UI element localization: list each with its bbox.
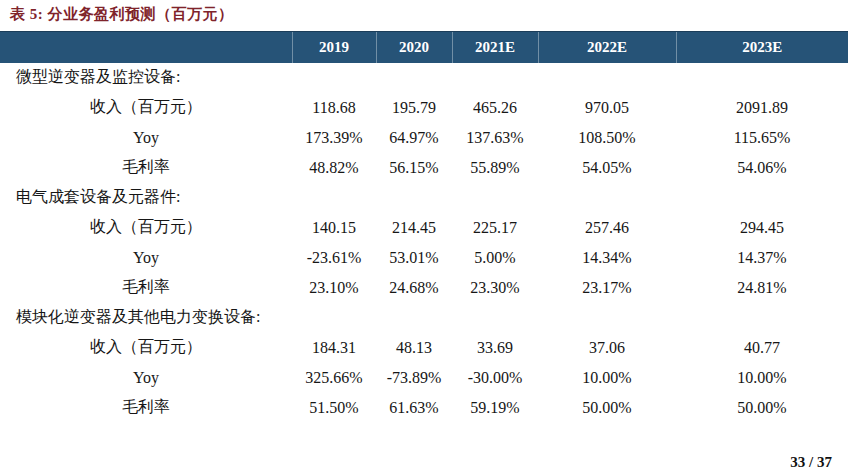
row-label: Yoy xyxy=(0,123,292,153)
section-name: 模块化逆变器及其他电力变换设备: xyxy=(0,303,848,333)
cell-value: 14.37% xyxy=(676,243,848,273)
table-row: Yoy325.66%-73.89%-30.00%10.00%10.00% xyxy=(0,363,848,393)
row-label: 收入（百万元） xyxy=(0,93,292,123)
cell-value: 10.00% xyxy=(676,363,848,393)
cell-value: 59.19% xyxy=(452,393,538,423)
cell-value: 51.50% xyxy=(292,393,376,423)
cell-value: 140.15 xyxy=(292,213,376,243)
cell-value: 48.82% xyxy=(292,153,376,183)
table-row: Yoy-23.61%53.01%5.00%14.34%14.37% xyxy=(0,243,848,273)
cell-value: 115.65% xyxy=(676,123,848,153)
cell-value: 64.97% xyxy=(376,123,452,153)
cell-value: 5.00% xyxy=(452,243,538,273)
row-label: 毛利率 xyxy=(0,393,292,423)
table-row: 收入（百万元）184.3148.1333.6937.0640.77 xyxy=(0,333,848,363)
cell-value: 24.68% xyxy=(376,273,452,303)
cell-value: 61.63% xyxy=(376,393,452,423)
row-label: 毛利率 xyxy=(0,273,292,303)
header-year-2022e: 2022E xyxy=(538,32,676,63)
cell-value: 50.00% xyxy=(676,393,848,423)
cell-value: 24.81% xyxy=(676,273,848,303)
table-row: 毛利率48.82%56.15%55.89%54.05%54.06% xyxy=(0,153,848,183)
cell-value: 23.10% xyxy=(292,273,376,303)
header-year-2021e: 2021E xyxy=(452,32,538,63)
header-year-2019: 2019 xyxy=(292,32,376,63)
table-row: Yoy173.39%64.97%137.63%108.50%115.65% xyxy=(0,123,848,153)
segment-forecast-table: 2019 2020 2021E 2022E 2023E 微型逆变器及监控设备:收… xyxy=(0,31,848,423)
cell-value: 184.31 xyxy=(292,333,376,363)
row-label: 毛利率 xyxy=(0,153,292,183)
cell-value: -23.61% xyxy=(292,243,376,273)
table-row: 毛利率23.10%24.68%23.30%23.17%24.81% xyxy=(0,273,848,303)
table-row: 毛利率51.50%61.63%59.19%50.00%50.00% xyxy=(0,393,848,423)
cell-value: 48.13 xyxy=(376,333,452,363)
section-header-row: 模块化逆变器及其他电力变换设备: xyxy=(0,303,848,333)
header-year-2023e: 2023E xyxy=(676,32,848,63)
row-label: 收入（百万元） xyxy=(0,333,292,363)
cell-value: 23.17% xyxy=(538,273,676,303)
header-year-2020: 2020 xyxy=(376,32,452,63)
row-label: Yoy xyxy=(0,363,292,393)
cell-value: 225.17 xyxy=(452,213,538,243)
table-row: 收入（百万元）140.15214.45225.17257.46294.45 xyxy=(0,213,848,243)
cell-value: 23.30% xyxy=(452,273,538,303)
document-page: 表 5: 分业务盈利预测（百万元） 2019 2020 2021E 2022E … xyxy=(0,0,848,474)
cell-value: 137.63% xyxy=(452,123,538,153)
cell-value: 325.66% xyxy=(292,363,376,393)
table-title: 表 5: 分业务盈利预测（百万元） xyxy=(10,5,234,24)
cell-value: 50.00% xyxy=(538,393,676,423)
cell-value: 214.45 xyxy=(376,213,452,243)
cell-value: 173.39% xyxy=(292,123,376,153)
cell-value: 54.05% xyxy=(538,153,676,183)
table-row: 收入（百万元）118.68195.79465.26970.052091.89 xyxy=(0,93,848,123)
table-header-row: 2019 2020 2021E 2022E 2023E xyxy=(0,32,848,63)
section-name: 电气成套设备及元器件: xyxy=(0,183,848,213)
cell-value: 108.50% xyxy=(538,123,676,153)
cell-value: 54.06% xyxy=(676,153,848,183)
cell-value: 970.05 xyxy=(538,93,676,123)
cell-value: 14.34% xyxy=(538,243,676,273)
cell-value: 294.45 xyxy=(676,213,848,243)
cell-value: 33.69 xyxy=(452,333,538,363)
cell-value: 465.26 xyxy=(452,93,538,123)
cell-value: 55.89% xyxy=(452,153,538,183)
cell-value: -30.00% xyxy=(452,363,538,393)
section-header-row: 电气成套设备及元器件: xyxy=(0,183,848,213)
cell-value: 56.15% xyxy=(376,153,452,183)
cell-value: 257.46 xyxy=(538,213,676,243)
cell-value: 118.68 xyxy=(292,93,376,123)
page-number: 33 / 37 xyxy=(790,454,832,471)
cell-value: 53.01% xyxy=(376,243,452,273)
section-name: 微型逆变器及监控设备: xyxy=(0,63,848,93)
cell-value: -73.89% xyxy=(376,363,452,393)
row-label: Yoy xyxy=(0,243,292,273)
cell-value: 40.77 xyxy=(676,333,848,363)
cell-value: 37.06 xyxy=(538,333,676,363)
section-header-row: 微型逆变器及监控设备: xyxy=(0,63,848,93)
cell-value: 2091.89 xyxy=(676,93,848,123)
header-empty-cell xyxy=(0,32,292,63)
row-label: 收入（百万元） xyxy=(0,213,292,243)
cell-value: 195.79 xyxy=(376,93,452,123)
cell-value: 10.00% xyxy=(538,363,676,393)
